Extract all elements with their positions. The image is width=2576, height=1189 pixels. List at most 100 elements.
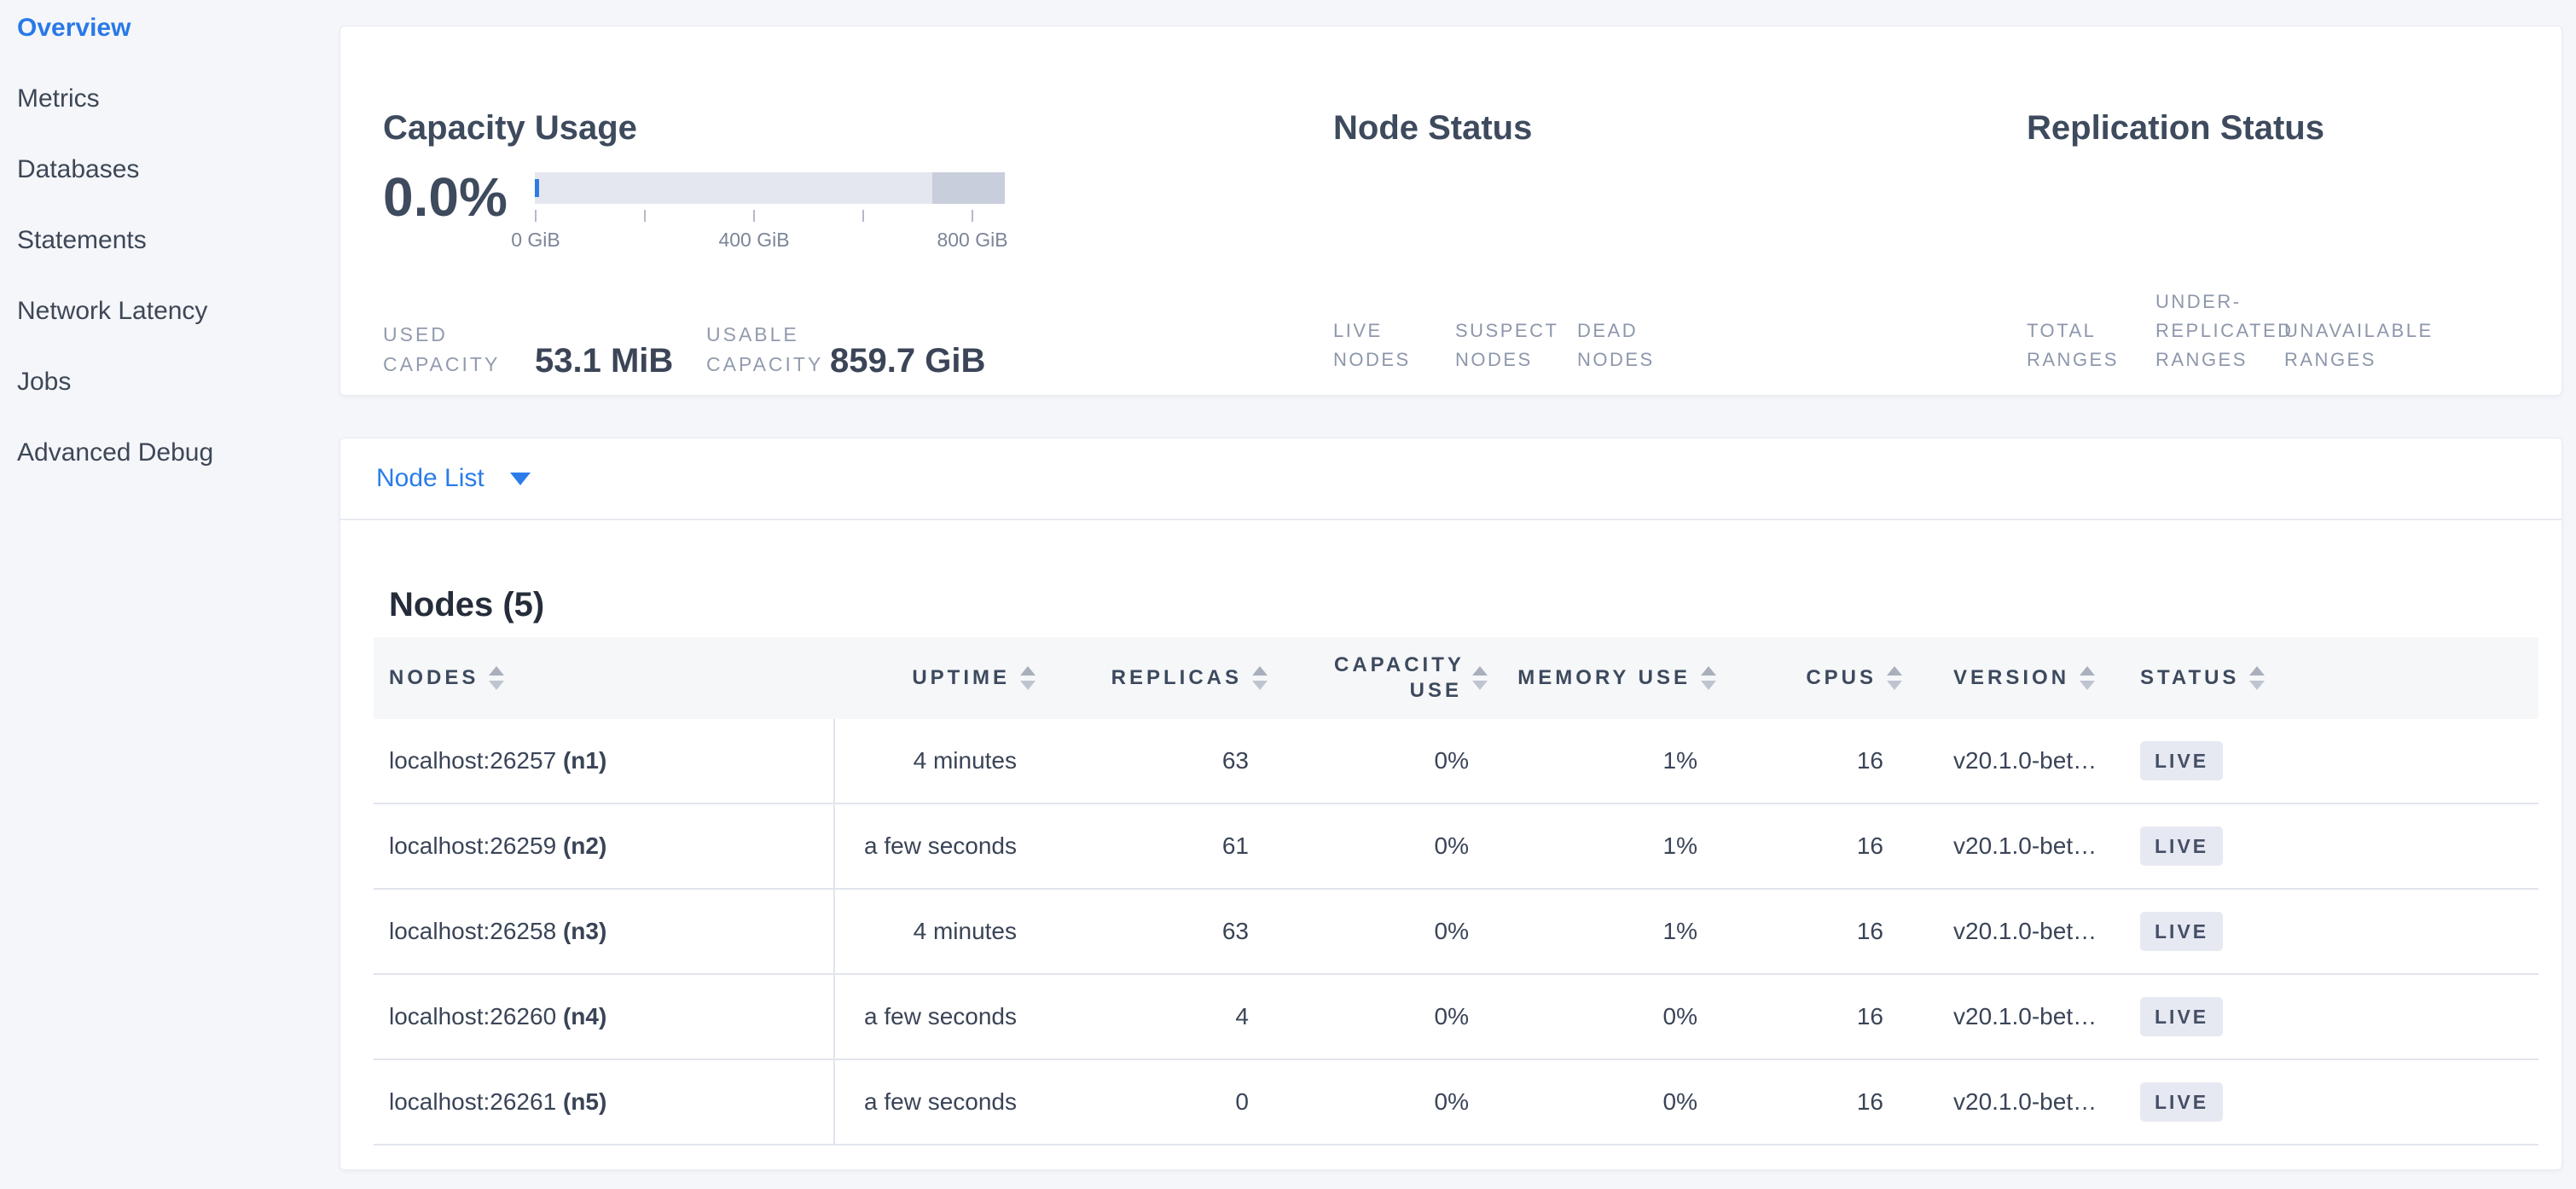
uptime-cell: a few seconds: [834, 974, 1039, 1060]
sidebar-nav-list: Overview Metrics Databases Statements Ne…: [0, 0, 339, 508]
node-host-cell[interactable]: localhost:26260 (n4): [374, 974, 835, 1060]
capacity-use-cell: 0%: [1271, 1059, 1491, 1146]
sidebar-item-label: Statements: [17, 226, 147, 254]
version-cell: v20.1.0-bet…: [1906, 719, 2120, 804]
status-badge: LIVE: [2140, 997, 2224, 1036]
node-list-card: Node List Nodes (5) NODES UPTIME: [339, 438, 2562, 1170]
sort-icon[interactable]: [1472, 666, 1488, 690]
node-status-title: Node Status: [1333, 109, 1533, 148]
axis-tick-label: 0 GiB: [511, 229, 560, 251]
replication-status-labels: TOTAL RANGES UNDER-REPLICATED RANGES UNAVA…: [2027, 287, 2434, 374]
uptime-cell: 4 minutes: [834, 719, 1039, 804]
capacity-usage-title: Capacity Usage: [383, 109, 637, 148]
column-header-memory-use[interactable]: MEMORY USE: [1491, 637, 1720, 719]
node-host-cell[interactable]: localhost:26261 (n5): [374, 1059, 835, 1146]
cpus-cell: 16: [1720, 889, 1906, 975]
sidebar-item-label: Databases: [17, 155, 140, 183]
node-list-dropdown-label: Node List: [376, 464, 484, 492]
sort-icon[interactable]: [1020, 666, 1036, 690]
memory-use-cell: 0%: [1491, 1059, 1720, 1146]
column-header-version[interactable]: VERSION: [1906, 637, 2120, 719]
sidebar-item-label: Network Latency: [17, 297, 208, 325]
capacity-axis: 0 GiB 400 GiB 800 GiB: [511, 210, 1008, 261]
cpus-cell: 16: [1720, 1059, 1906, 1146]
axis-tick: [753, 210, 755, 222]
sort-icon[interactable]: [2080, 666, 2096, 690]
stat-label: LIVE NODES: [1333, 320, 1411, 370]
used-capacity-label: USED CAPACITY: [383, 323, 501, 375]
sidebar-item[interactable]: Network Latency: [17, 296, 339, 367]
stat-label: UNDER-REPLICATED RANGES: [2155, 291, 2294, 370]
cluster-summary-card: Capacity Usage 0.0% 0 GiB 400 GiB 800 GiB …: [339, 26, 2562, 396]
uptime-cell: 4 minutes: [834, 889, 1039, 975]
memory-use-cell: 0%: [1491, 974, 1720, 1060]
table-row: localhost:26257 (n1) 4 minutes 63 0% 1% …: [374, 719, 2538, 804]
sidebar-item[interactable]: Advanced Debug: [17, 438, 339, 508]
stat-label: DEAD NODES: [1577, 320, 1655, 370]
sidebar-item[interactable]: Metrics: [17, 84, 339, 154]
sort-icon[interactable]: [2249, 666, 2266, 690]
node-list-dropdown[interactable]: Node List: [340, 438, 2561, 520]
capacity-use-cell: 0%: [1271, 889, 1491, 975]
capacity-use-cell: 0%: [1271, 719, 1491, 804]
status-cell: LIVE: [2120, 1059, 2538, 1146]
status-badge: LIVE: [2140, 826, 2224, 866]
sort-icon[interactable]: [1701, 666, 1716, 690]
axis-tick: [535, 210, 537, 222]
version-cell: v20.1.0-bet…: [1906, 803, 2120, 890]
replicas-cell: 63: [1039, 889, 1271, 975]
usable-capacity-value: 859.7 GiB: [830, 342, 986, 380]
axis-tick-label: 800 GiB: [937, 229, 1008, 251]
memory-use-cell: 1%: [1491, 719, 1720, 804]
capacity-use-cell: 0%: [1271, 974, 1491, 1060]
axis-tick-label: 400 GiB: [718, 229, 790, 251]
capacity-bar: [535, 172, 1005, 204]
sidebar-item[interactable]: Databases: [17, 154, 339, 225]
status-badge: LIVE: [2140, 1082, 2224, 1122]
sort-icon[interactable]: [1887, 666, 1902, 690]
node-list-body: Nodes (5) NODES UPTIME REPLICAS: [340, 520, 2561, 1146]
version-cell: v20.1.0-bet…: [1906, 889, 2120, 975]
sidebar-item-label: Jobs: [17, 368, 72, 396]
status-cell: LIVE: [2120, 719, 2538, 804]
sidebar-item[interactable]: Statements: [17, 225, 339, 296]
sidebar: Overview Metrics Databases Statements Ne…: [0, 0, 339, 1189]
nodes-count-heading: Nodes (5): [389, 586, 545, 624]
uptime-cell: a few seconds: [834, 803, 1039, 890]
capacity-details: USED CAPACITY 53.1 MiB USABLE CAPACITY 8…: [383, 320, 985, 380]
column-header-capacity-use[interactable]: CAPACITY USE: [1271, 637, 1491, 719]
table-row: localhost:26260 (n4) a few seconds 4 0% …: [374, 974, 2538, 1060]
memory-use-cell: 1%: [1491, 889, 1720, 975]
replicas-cell: 61: [1039, 803, 1271, 890]
used-capacity-value: 53.1 MiB: [535, 342, 674, 380]
column-header-status[interactable]: STATUS: [2120, 637, 2538, 719]
column-header-uptime[interactable]: UPTIME: [834, 637, 1039, 719]
capacity-use-cell: 0%: [1271, 803, 1491, 890]
column-header-replicas[interactable]: REPLICAS: [1039, 637, 1271, 719]
replication-status-title: Replication Status: [2027, 109, 2324, 148]
sort-icon[interactable]: [1252, 666, 1268, 690]
node-host-cell[interactable]: localhost:26258 (n3): [374, 889, 835, 975]
nodes-table: NODES UPTIME REPLICAS CAPACITY USE MEMOR…: [374, 637, 2538, 1146]
sidebar-item[interactable]: Overview: [17, 13, 339, 84]
node-status-labels: LIVE NODES SUSPECT NODES DEAD NODES: [1333, 316, 1699, 374]
sort-icon[interactable]: [489, 666, 505, 690]
sidebar-item[interactable]: Jobs: [17, 367, 339, 438]
column-header-nodes[interactable]: NODES: [374, 637, 834, 719]
sidebar-item-label: Overview: [17, 14, 131, 42]
axis-tick: [972, 210, 973, 222]
chevron-down-icon: [509, 472, 531, 485]
replicas-cell: 63: [1039, 719, 1271, 804]
sidebar-item-label: Metrics: [17, 84, 100, 113]
replicas-cell: 0: [1039, 1059, 1271, 1146]
node-host-cell[interactable]: localhost:26257 (n1): [374, 719, 835, 804]
stat-label: UNAVAILABLE RANGES: [2284, 320, 2434, 370]
table-row: localhost:26258 (n3) 4 minutes 63 0% 1% …: [374, 889, 2538, 975]
column-header-cpus[interactable]: CPUS: [1720, 637, 1906, 719]
status-badge: LIVE: [2140, 741, 2224, 780]
node-host-cell[interactable]: localhost:26259 (n2): [374, 803, 835, 890]
cpus-cell: 16: [1720, 974, 1906, 1060]
status-cell: LIVE: [2120, 974, 2538, 1060]
stat-label: SUSPECT NODES: [1455, 320, 1559, 370]
status-badge: LIVE: [2140, 912, 2224, 951]
